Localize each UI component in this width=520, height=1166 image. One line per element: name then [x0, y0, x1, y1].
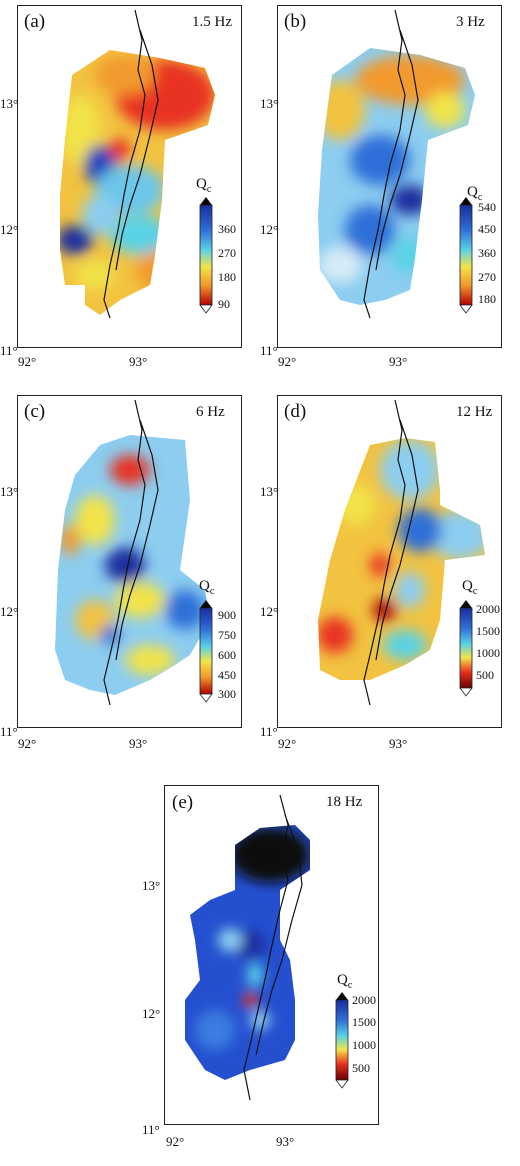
- qc-map-d: [318, 399, 485, 706]
- lat-tick: 11°: [142, 1122, 160, 1137]
- frequency-label: 1.5 Hz: [192, 14, 232, 30]
- colorbar-tick: 1000: [352, 1038, 376, 1052]
- colorbar-title: Qc: [196, 176, 212, 195]
- colorbar-top-arrow: [336, 992, 348, 1000]
- colorbar-tick: 500: [476, 668, 494, 682]
- lon-tick: 93°: [276, 1134, 295, 1149]
- frequency-label: 12 Hz: [456, 404, 493, 420]
- colorbar-tick: 270: [478, 270, 496, 284]
- lon-tick: 92°: [166, 1134, 185, 1149]
- lat-tick: 13°: [0, 96, 19, 111]
- lat-tick: 11°: [0, 724, 18, 739]
- colorbar-tick: 500: [352, 1061, 370, 1075]
- colorbar-bottom-arrow: [459, 304, 473, 314]
- panel-a: (a) 1.5 Hz Qc 360 270 180 90 13° 12° 11°…: [0, 0, 260, 380]
- colorbar-title: Qc: [199, 578, 215, 597]
- panel-label: (d): [284, 401, 307, 422]
- frequency-label: 18 Hz: [326, 794, 363, 810]
- colorbar-a: [199, 204, 213, 306]
- colorbar-top-arrow: [200, 600, 212, 608]
- colorbar-title: Qc: [467, 184, 483, 203]
- panel-label: (a): [24, 11, 46, 32]
- colorbar-tick: 900: [218, 608, 236, 622]
- lat-tick: 12°: [0, 222, 19, 237]
- colorbar-tick: 180: [218, 270, 236, 284]
- colorbar-tick: 360: [478, 246, 496, 260]
- colorbar-bottom-arrow: [459, 687, 473, 697]
- colorbar-tick: 300: [218, 687, 236, 701]
- colorbar-tick: 90: [218, 297, 230, 311]
- coastline-a: [103, 9, 159, 319]
- lon-tick: 93°: [129, 736, 148, 751]
- lat-tick: 12°: [260, 222, 279, 237]
- frequency-label: 6 Hz: [196, 404, 225, 420]
- colorbar-bottom-arrow: [199, 693, 213, 703]
- lon-tick: 93°: [129, 354, 148, 369]
- colorbar-title: Qc: [462, 578, 478, 597]
- colorbar-b: [459, 204, 473, 306]
- panel-label: (c): [24, 401, 46, 422]
- qc-map-e: [185, 794, 349, 1101]
- panel-e: (e) 18 Hz Qc 2000 1500 1000 500 13° 12° …: [130, 770, 390, 1160]
- lat-tick: 12°: [260, 604, 279, 619]
- colorbar-tick: 270: [218, 246, 236, 260]
- colorbar-c: [199, 607, 213, 695]
- panel-d: (d) 12 Hz Qc 2000 1500 1000 500 13° 12° …: [260, 390, 520, 760]
- qc-map-b: [318, 9, 475, 319]
- colorbar-e: [335, 999, 349, 1081]
- lat-tick: 11°: [260, 343, 278, 358]
- colorbar-tick: 180: [478, 292, 496, 306]
- colorbar-tick: 600: [218, 648, 236, 662]
- colorbar-tick: 1000: [476, 646, 500, 660]
- colorbar-d: [459, 607, 473, 689]
- colorbar-top-arrow: [460, 197, 472, 205]
- lon-tick: 92°: [278, 354, 297, 369]
- lat-tick: 12°: [0, 604, 19, 619]
- colorbar-top-arrow: [200, 197, 212, 205]
- lat-tick: 13°: [142, 878, 161, 893]
- panel-label: (b): [284, 11, 307, 32]
- qc-map-c: [55, 399, 213, 706]
- lon-tick: 93°: [389, 736, 408, 751]
- lon-tick: 92°: [18, 354, 37, 369]
- panel-c: (c) 6 Hz Qc 900 750 600 450 300 13° 12° …: [0, 390, 260, 760]
- colorbar-tick: 360: [218, 222, 236, 236]
- lat-tick: 13°: [260, 96, 279, 111]
- coastline-c: [103, 399, 159, 706]
- colorbar-tick: 2000: [476, 602, 500, 616]
- lon-tick: 92°: [278, 736, 297, 751]
- lat-tick: 11°: [260, 724, 278, 739]
- lat-tick: 13°: [260, 484, 279, 499]
- colorbar-bottom-arrow: [199, 304, 213, 314]
- colorbar-tick: 1500: [352, 1015, 376, 1029]
- coastline-b: [363, 9, 419, 319]
- coastline-d: [363, 399, 419, 706]
- lat-tick: 12°: [142, 1006, 161, 1021]
- lon-tick: 93°: [389, 354, 408, 369]
- colorbar-tick: 750: [218, 628, 236, 642]
- colorbar-tick: 450: [478, 222, 496, 236]
- coastline-e: [243, 794, 303, 1101]
- colorbar-top-arrow: [460, 600, 472, 608]
- qc-map-a: [60, 9, 215, 319]
- colorbar-bottom-arrow: [335, 1079, 349, 1089]
- frequency-label: 3 Hz: [456, 14, 485, 30]
- lon-tick: 92°: [18, 736, 37, 751]
- panel-b: (b) 3 Hz Qc 540 450 360 270 180 13° 12° …: [260, 0, 520, 380]
- panel-label: (e): [172, 792, 194, 813]
- colorbar-title: Qc: [337, 972, 353, 991]
- colorbar-tick: 1500: [476, 624, 500, 638]
- colorbar-tick: 540: [478, 200, 496, 214]
- lat-tick: 11°: [0, 343, 18, 358]
- colorbar-tick: 2000: [352, 993, 376, 1007]
- colorbar-tick: 450: [218, 668, 236, 682]
- lat-tick: 13°: [0, 484, 19, 499]
